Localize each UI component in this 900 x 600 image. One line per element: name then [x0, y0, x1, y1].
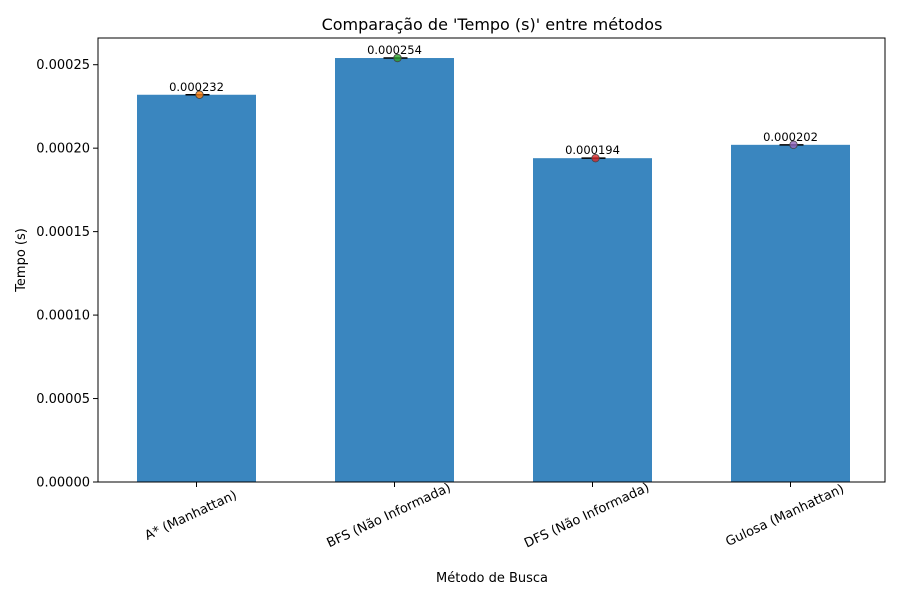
data-label: 0.000202 [763, 130, 818, 144]
data-point-marker [789, 140, 798, 150]
y-axis-label: Tempo (s) [14, 228, 29, 293]
x-tick-label: A* (Manhattan) [143, 488, 240, 544]
bar [533, 158, 652, 482]
data-point-marker [195, 90, 204, 99]
x-tick-label: Gulosa (Manhattan) [723, 482, 846, 550]
bar [137, 94, 256, 482]
chart-title: Comparação de 'Tempo (s)' entre métodos [322, 15, 663, 34]
x-axis-label: Método de Busca [436, 571, 548, 586]
data-point-marker [591, 153, 600, 163]
bar [335, 58, 454, 482]
data-label: 0.000194 [565, 143, 620, 157]
plot-area: 0.00000 0.00005 0.00010 0.00015 0.00020 0.000… [36, 43, 850, 551]
x-tick-label: DFS (Não Informada) [522, 480, 652, 551]
y-tick-label: 0.00005 [36, 392, 90, 407]
y-tick-label: 0.00025 [36, 58, 90, 73]
y-tick-label: 0.00020 [36, 142, 90, 157]
bar [731, 144, 850, 482]
y-tick-label: 0.00000 [36, 476, 90, 491]
plot-frame [97, 37, 886, 483]
y-tick-label: 0.00010 [36, 309, 90, 324]
data-point-marker [393, 53, 402, 63]
x-tick-label: BFS (Não Informada) [325, 480, 454, 551]
y-tick-label: 0.00015 [36, 225, 90, 240]
data-label: 0.000232 [169, 80, 224, 94]
data-label: 0.000254 [367, 43, 422, 57]
